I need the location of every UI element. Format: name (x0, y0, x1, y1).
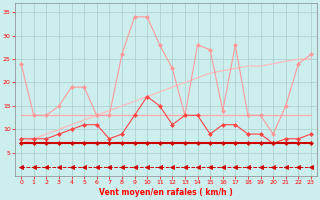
X-axis label: Vent moyen/en rafales ( km/h ): Vent moyen/en rafales ( km/h ) (99, 188, 233, 197)
